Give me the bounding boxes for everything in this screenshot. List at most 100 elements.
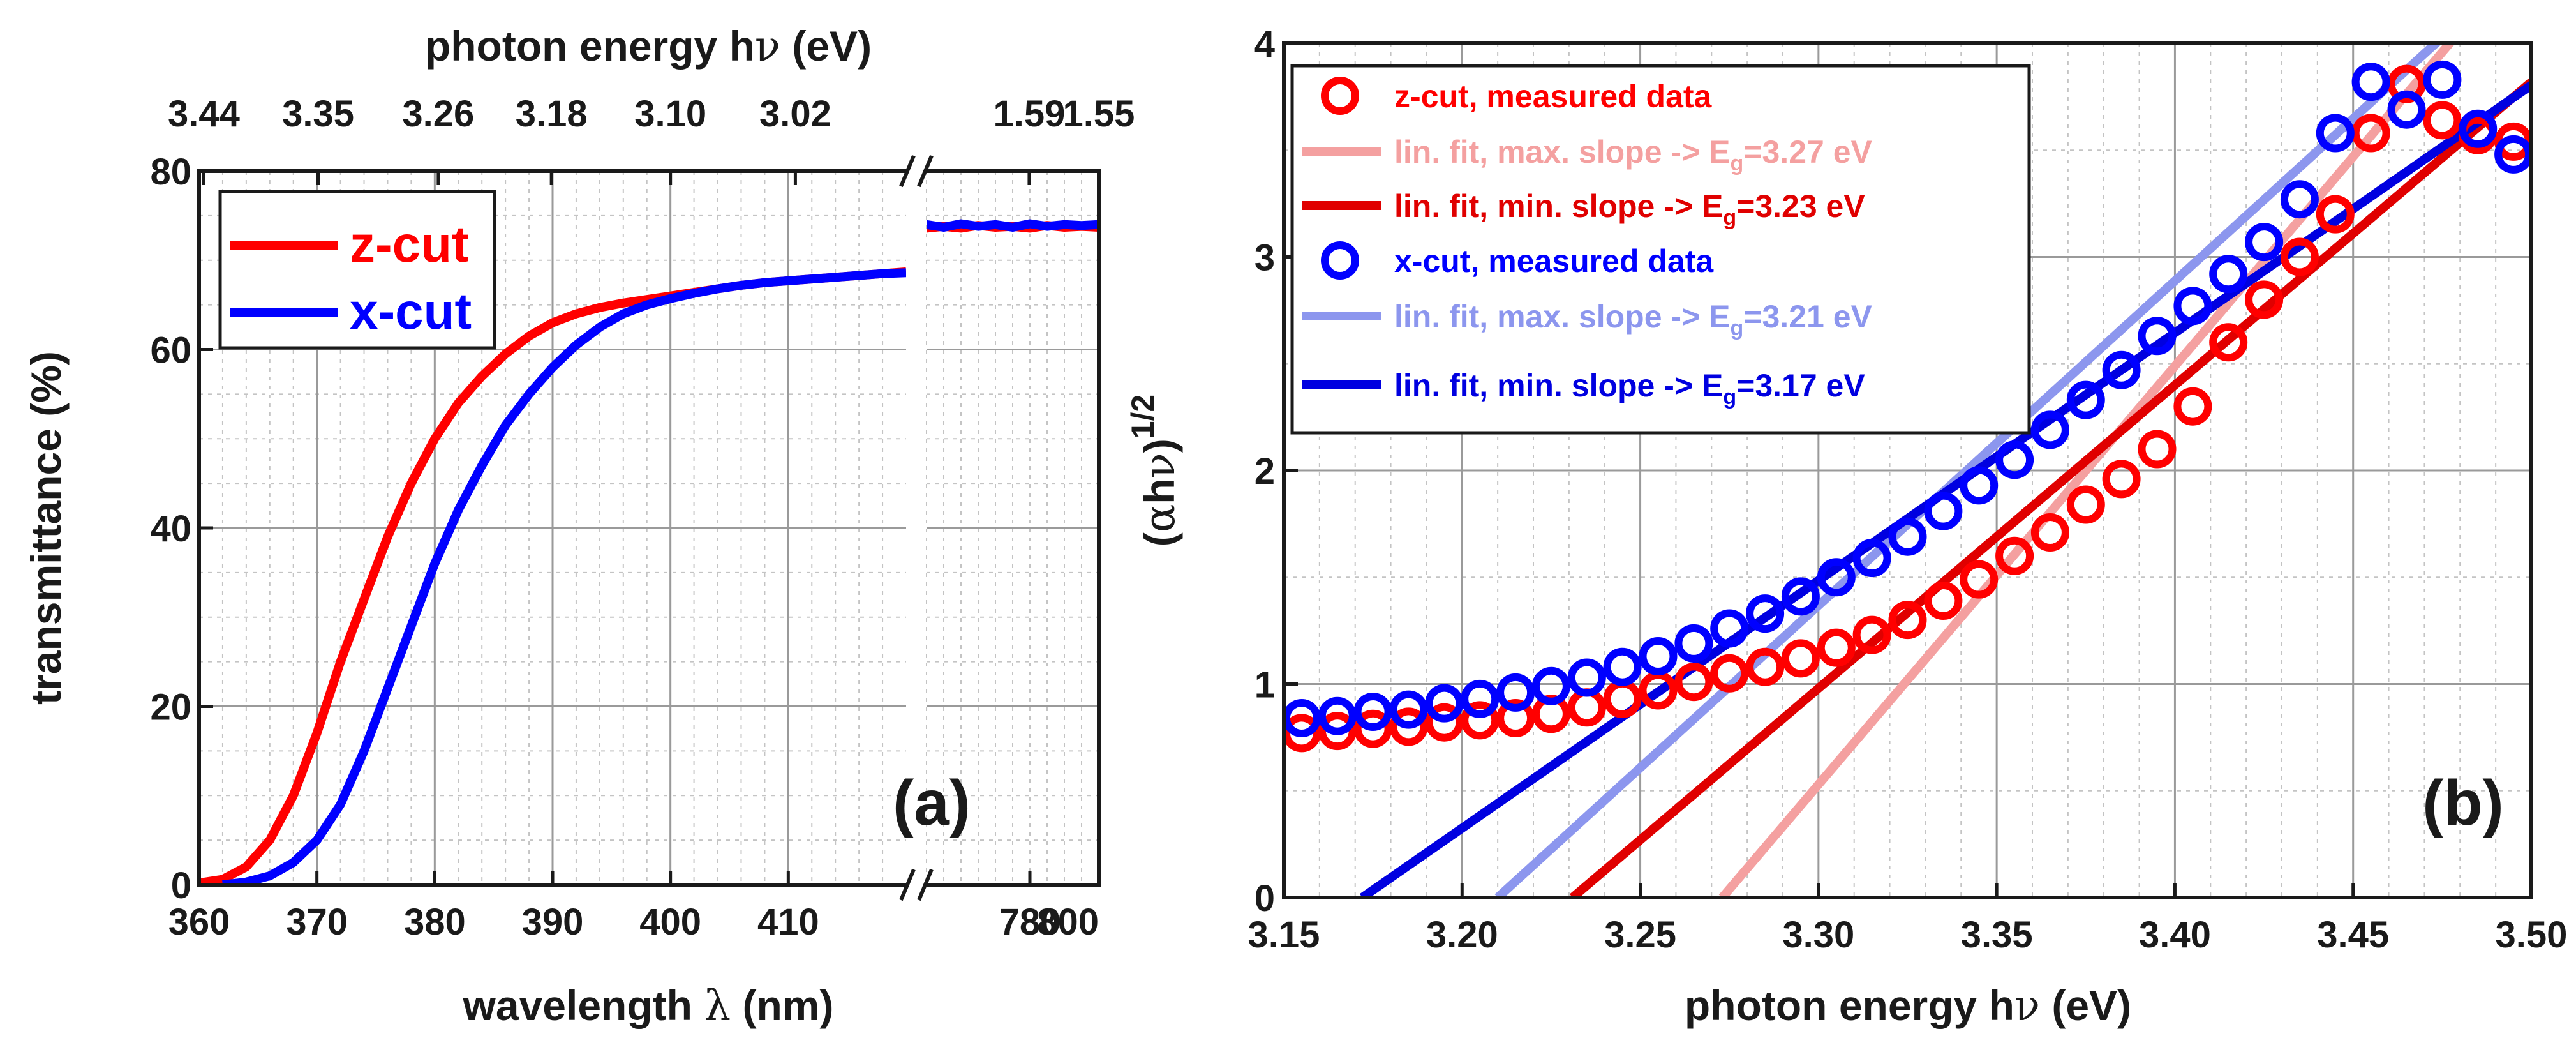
x-tick-label: 3.50 [2496,914,2568,956]
z-cut-data-point [1496,699,1535,737]
z-cut-data-point [1674,663,1713,702]
panel-b-x-axis-title: photon energy hν (eV) [1685,981,2131,1030]
y-tick-label: 80 [150,151,191,193]
legend-marker-x-cut [1321,241,1359,280]
x-tick-label: 3.40 [2139,914,2211,956]
z-cut-data-point [2316,195,2355,234]
x-tick-label: 3.30 [1782,914,1854,956]
legend-label-z-cut: z-cut [350,216,469,273]
top-tick-label: 3.10 [634,93,706,135]
z-cut-data-point [2030,513,2069,552]
z-cut-data-point [1425,703,1464,742]
x-cut-data-point [1781,577,1820,616]
x-cut-data-point [2280,180,2319,219]
z-cut-data-point [2066,485,2105,524]
x-cut-data-point [2351,63,2390,101]
y-tick-label: 0 [171,865,191,906]
x-cut-data-point [2066,380,2105,419]
y-tick-label: 20 [150,687,191,728]
x-cut-data-point [1531,666,1570,705]
x-tick-label: 390 [522,901,584,943]
panel-a-series [199,219,1099,885]
legend-label-z-cut-max-fit: lin. fit, max. slope -> Eg=3.27 eV [1394,134,1873,176]
x-cut-data-point [1603,647,1642,686]
y-tick-label: 1 [1254,665,1275,706]
x-cut-data-point [1817,558,1856,597]
panel-a-legend: z-cut x-cut [218,190,496,350]
y-tick-label: 40 [150,508,191,550]
x-tick-label: 3.20 [1426,914,1498,956]
z-cut-data-point [2423,101,2462,140]
y-tick-label: 60 [150,330,191,372]
panel-b-legend: z-cut, measured data lin. fit, max. slop… [1290,64,2031,435]
z-cut-data-point [1284,714,1321,753]
x-cut-data-point [1924,492,1963,530]
x-cut-data-point [2245,223,2284,262]
panel-a-y-axis-title: transmittance (%) [22,351,70,705]
x-tick-label: 3.35 [1961,914,2033,956]
panel-b-y-axis-title: (αhν)1/2 [1125,395,1184,547]
y-tick-label: 3 [1254,237,1275,279]
z-cut-data-point [2245,280,2284,319]
z-cut-data-point [2280,237,2319,276]
x-cut-data-point [1639,637,1678,675]
x-cut-data-point [1995,440,2034,479]
x-cut-data-point [1888,517,1927,556]
z-cut-data-point [2209,323,2248,362]
x-tick-label: 400 [639,901,701,943]
x-cut-data-point [2102,350,2141,389]
panel-b-label: (b) [2422,767,2504,839]
x-cut-data-point [1674,624,1713,663]
y-tick-label: 2 [1254,451,1275,492]
x-cut-data-point [1461,679,1500,718]
x-cut-data-point [2387,90,2426,129]
x-cut-data-point [2459,109,2498,148]
axis-break-marks [899,154,934,901]
legend-label-z-cut-measured: z-cut, measured data [1394,79,1713,114]
z-cut-data-point [2102,460,2141,499]
x-tick-label: 3.15 [1248,914,1320,956]
panel-a-x-axis-title: wavelength λ (nm) [463,981,834,1030]
top-tick-label: 3.44 [168,93,240,135]
legend-label-x-cut-min-fit: lin. fit, min. slope -> Eg=3.17 eV [1394,368,1865,409]
top-tick-label: 3.26 [402,93,474,135]
z-cut-data-point [1353,709,1392,748]
z-cut-data-point [1924,582,1963,620]
z-cut-data-point [1888,601,1927,640]
x-cut-data-point [1746,594,1785,633]
x-cut-data-point [2030,410,2069,449]
x-cut-data-point [1318,696,1357,735]
z-cut-data-point [1817,628,1856,667]
panel-b: 3.15 3.20 3.25 3.30 3.35 3.40 3.45 3.50 0 1 2 3 4 z-… [1125,24,2568,1030]
legend-box [218,190,496,350]
z-cut-data-point [1852,615,1891,654]
panel-b-ticks: 3.15 3.20 3.25 3.30 3.35 3.40 3.45 3.50 0 1 2 3 4 [1248,24,2568,956]
z-cut-data-point [1960,560,1999,599]
z-cut-data-point [2387,64,2426,103]
x-cut-data-point [2138,317,2177,356]
x-cut-data-point [1353,693,1392,731]
fit-line-z-cut-min-slope [1569,78,2531,898]
z-cut-data-point [2351,114,2390,153]
legend-label-x-cut-max-fit: lin. fit, max. slope -> Eg=3.21 eV [1394,299,1873,340]
x-tick-label: 3.25 [1604,914,1676,956]
z-cut-data-point [1389,707,1428,746]
x-cut-data-point [1567,658,1606,697]
legend-marker-z-cut [1321,77,1359,115]
panel-a-top-axis-title: photon energy hν (eV) [425,22,872,71]
panel-b-markers [1284,60,2531,753]
z-cut-data-point [1995,536,2034,575]
x-tick-label: 780 [999,901,1061,943]
x-cut-data-point [1425,684,1464,723]
legend-box [1290,64,2031,435]
y-tick-label: 4 [1254,24,1275,65]
x-cut-data-point [2316,114,2355,153]
top-tick-label: 3.18 [516,93,588,135]
x-tick-label: 370 [286,901,348,943]
z-cut-data-point [1746,647,1785,686]
x-cut-data-point [1852,539,1891,578]
x-cut-data-point [1389,690,1428,729]
z-cut-data-point [2173,387,2212,426]
z-cut-data-point [1461,701,1500,740]
x-cut-data-point [1960,466,1999,505]
